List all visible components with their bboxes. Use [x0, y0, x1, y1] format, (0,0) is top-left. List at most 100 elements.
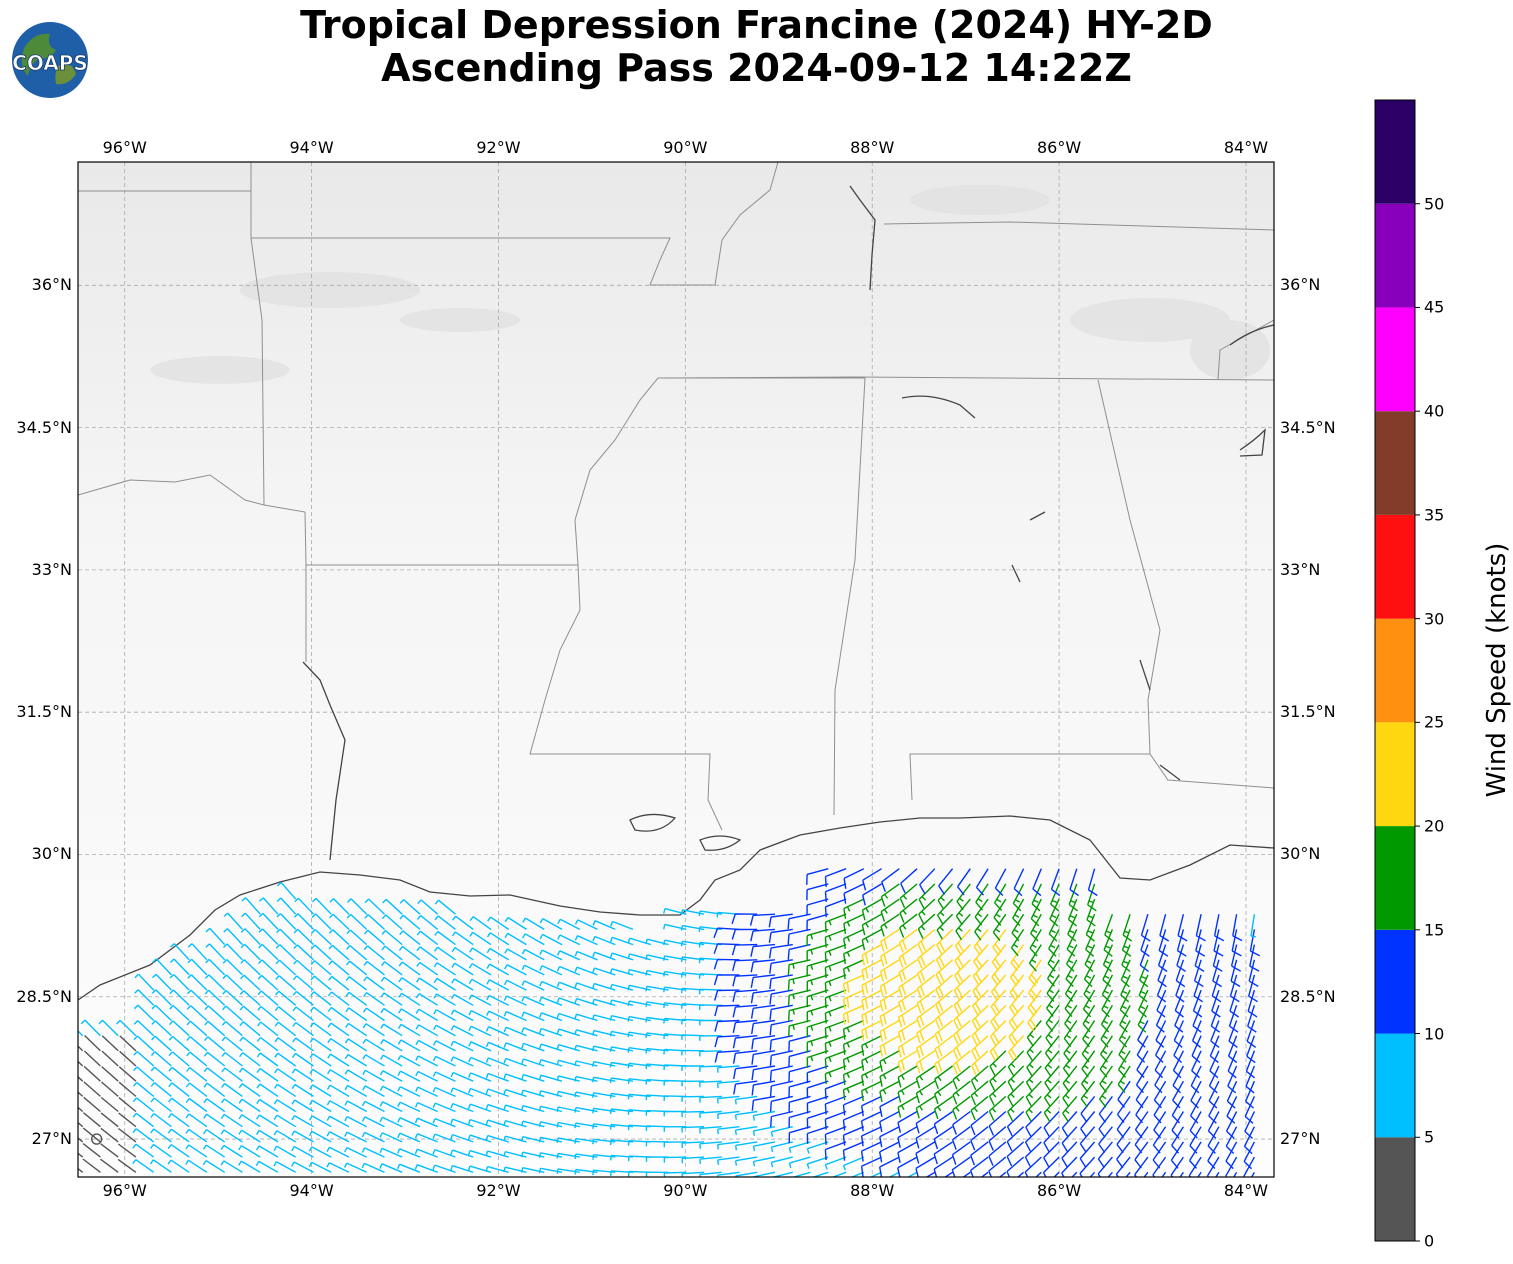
- wind-barb: [276, 897, 297, 915]
- wind-barb: [935, 944, 954, 970]
- wind-barb: [152, 958, 172, 976]
- wind-barb: [1248, 974, 1258, 1003]
- wind-barb: [539, 996, 563, 1006]
- wind-barb: [663, 1126, 687, 1132]
- wind-barb: [681, 1141, 705, 1149]
- wind-barb: [345, 991, 368, 1006]
- wind-barb: [432, 1133, 456, 1143]
- wind-barb: [504, 964, 527, 976]
- wind-barb: [824, 1141, 847, 1161]
- wind-barb: [450, 1102, 474, 1113]
- wind-barb: [485, 1103, 509, 1113]
- colorbar-bin: [1375, 203, 1415, 308]
- wind-barb: [592, 967, 616, 976]
- wind-barb: [1138, 974, 1149, 1003]
- wind-barb: [861, 913, 882, 936]
- wind-barb: [843, 868, 865, 889]
- wind-barb: [699, 1141, 722, 1149]
- wind-barb: [769, 1035, 793, 1051]
- wind-barb: [1156, 974, 1167, 1003]
- wind-barb: [1116, 1111, 1131, 1139]
- wind-barb: [1227, 1065, 1238, 1094]
- wind-barb: [327, 1069, 350, 1082]
- wind-barb: [362, 1085, 385, 1098]
- wind-barb: [663, 907, 687, 915]
- wind-barb: [1061, 1111, 1078, 1138]
- wind-barb: [734, 1095, 758, 1105]
- wind-barb: [293, 913, 314, 930]
- wind-barb: [609, 952, 634, 961]
- wind-barb: [1083, 959, 1096, 988]
- colorbar-bin: [1375, 411, 1415, 515]
- wind-barb: [1244, 1080, 1256, 1109]
- wind-barb: [769, 989, 793, 1005]
- wind-barb: [329, 898, 350, 915]
- wind-barb: [485, 1041, 509, 1052]
- wind-barb: [934, 1035, 954, 1060]
- wind-barb: [806, 1050, 829, 1068]
- wind-barb: [1212, 944, 1223, 972]
- wind-barb: [824, 1004, 847, 1024]
- wind-barb: [752, 1171, 776, 1177]
- wind-barb: [292, 990, 314, 1006]
- wind-barb: [592, 1123, 616, 1129]
- wind-barb: [842, 1035, 865, 1055]
- wind-barb: [273, 1099, 297, 1113]
- colorbar-tick-label: 0: [1424, 1231, 1435, 1251]
- lat-tick-label-left: 34.5°N: [16, 417, 72, 437]
- wind-barb: [951, 1126, 971, 1150]
- wind-barb: [467, 1134, 492, 1143]
- wind-barb: [714, 989, 740, 1001]
- wind-barb: [574, 919, 598, 931]
- wind-barb: [1192, 1005, 1202, 1033]
- colorbar-bin: [1375, 618, 1415, 723]
- wind-barb: [168, 1066, 190, 1082]
- wind-barb: [915, 1080, 936, 1104]
- wind-barb: [132, 1143, 155, 1158]
- wind-barb: [258, 912, 279, 930]
- wind-barb: [879, 1126, 900, 1148]
- wind-barb: [119, 1035, 137, 1052]
- wind-barb: [897, 1095, 918, 1118]
- wind-barb: [1226, 1096, 1238, 1124]
- wind-barb: [521, 948, 545, 961]
- wind-barb: [627, 1000, 651, 1007]
- wind-barb: [1043, 1111, 1060, 1138]
- wind-barb: [769, 1019, 793, 1036]
- wind-barb: [556, 1012, 581, 1022]
- wind-barb: [380, 976, 403, 991]
- wind-barb: [291, 1130, 314, 1143]
- colorbar-tick-label: 20: [1424, 816, 1445, 836]
- wind-barb: [1192, 989, 1203, 1018]
- wind-barb: [952, 1110, 971, 1135]
- wind-barb: [291, 1161, 314, 1173]
- wind-barb: [681, 1065, 705, 1071]
- wind-barb: [1208, 1065, 1220, 1094]
- wind-barb: [397, 1023, 421, 1037]
- wind-barb: [750, 928, 776, 942]
- wind-barb: [556, 1121, 580, 1128]
- wind-barb: [204, 1020, 226, 1037]
- wind-barb: [750, 989, 776, 1004]
- wind-barb: [936, 913, 954, 940]
- wind-barb: [468, 1056, 492, 1067]
- wind-barb: [238, 1114, 261, 1128]
- wind-barb: [398, 1008, 421, 1022]
- wind-barb: [915, 1126, 936, 1149]
- wind-barb: [134, 989, 155, 1006]
- wind-barb: [238, 1083, 261, 1097]
- wind-barb: [732, 1035, 758, 1049]
- wind-barb: [381, 929, 403, 946]
- wind-barb: [84, 1034, 101, 1052]
- wind-barb: [186, 1036, 208, 1052]
- wind-barb: [751, 1019, 776, 1035]
- wind-barb: [133, 1050, 155, 1067]
- wind-barb: [952, 1050, 971, 1075]
- wind-barb: [1158, 929, 1169, 957]
- wind-barb: [309, 1084, 332, 1097]
- wind-barb: [609, 983, 634, 991]
- wind-barb: [240, 928, 261, 946]
- wind-barb: [989, 1065, 1007, 1091]
- wind-barb: [988, 1141, 1007, 1166]
- wind-barb: [1232, 914, 1243, 942]
